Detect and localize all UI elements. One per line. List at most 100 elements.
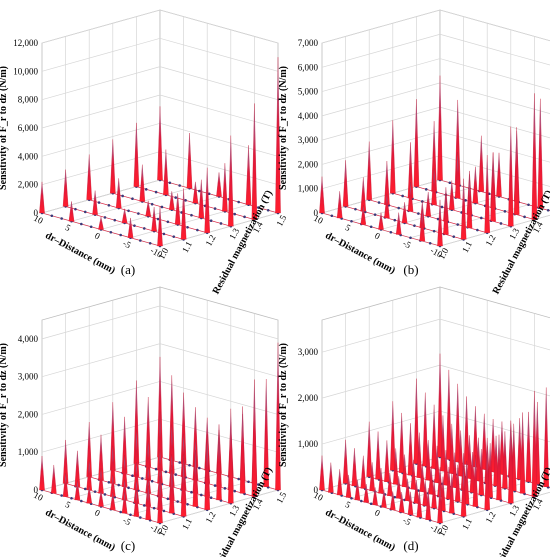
series-row — [390, 120, 514, 228]
x-tick-label: 0 — [93, 507, 102, 518]
series-point — [436, 217, 440, 221]
series-point — [150, 202, 154, 206]
spike — [204, 434, 210, 510]
floor-gridline — [321, 179, 441, 214]
series-point — [70, 496, 73, 500]
z-tick-label: 2,000 — [18, 180, 39, 190]
spike — [531, 93, 538, 220]
series-point — [121, 194, 124, 198]
series-point — [50, 214, 54, 218]
series-point — [142, 504, 146, 507]
y-tick-label: 1.2 — [203, 510, 217, 525]
series-point — [117, 483, 120, 487]
spike — [121, 208, 128, 224]
spike — [484, 155, 490, 233]
spike — [319, 176, 325, 214]
spike — [472, 455, 479, 507]
series-point — [350, 219, 353, 223]
back-left-wall — [321, 286, 441, 491]
spike — [192, 181, 199, 204]
floor-gridline — [439, 491, 550, 524]
y-tick-label: 1.4 — [531, 496, 545, 511]
series-point — [186, 503, 189, 506]
series-point — [156, 217, 160, 221]
spike — [62, 473, 69, 497]
caption-d: (d) — [403, 538, 418, 553]
spike — [431, 404, 437, 469]
series-point — [178, 184, 181, 187]
spike — [381, 489, 387, 508]
z-gridline — [321, 58, 550, 92]
series-point — [409, 236, 412, 240]
z-tick-label: 3,000 — [298, 135, 319, 145]
floor-gridline — [41, 179, 161, 214]
spike — [390, 401, 396, 471]
x-axis-label: dr–Distance (mm) — [43, 507, 117, 553]
caption-b: (b) — [403, 262, 418, 277]
series-row — [157, 57, 281, 215]
series-row — [110, 135, 234, 228]
spike — [336, 469, 343, 496]
series-point — [213, 207, 217, 210]
spike — [454, 464, 461, 502]
series-point — [401, 194, 404, 198]
spike — [342, 439, 349, 484]
z-tick-label: 2,000 — [298, 159, 319, 169]
spike — [228, 408, 234, 504]
spike — [422, 480, 429, 506]
series-point — [166, 497, 170, 501]
spike — [390, 491, 396, 510]
spike — [157, 477, 163, 524]
z-gridline — [321, 318, 550, 353]
spike — [98, 490, 104, 507]
y-tick-label: 1.3 — [227, 503, 241, 518]
series-point — [80, 222, 83, 226]
spike — [169, 191, 175, 210]
spike — [169, 469, 175, 514]
spike — [543, 387, 549, 487]
spike — [366, 421, 372, 477]
series-point — [103, 493, 107, 496]
z-tick-label: 0 — [314, 485, 319, 495]
spike — [440, 415, 446, 472]
spike — [157, 206, 163, 247]
series-point — [119, 233, 122, 237]
z-gridline — [41, 9, 279, 44]
spike — [351, 448, 358, 487]
panel-b: 01,0002,0003,0004,0005,0006,0007,0001050… — [278, 9, 550, 296]
spike — [245, 145, 252, 205]
z-gridline — [321, 33, 550, 68]
spike — [39, 455, 45, 491]
series-point — [247, 480, 250, 484]
series-point — [131, 474, 134, 478]
series-point — [377, 201, 381, 204]
series-point — [209, 496, 213, 500]
spike — [275, 342, 281, 491]
y-tick-label: 1.3 — [507, 226, 521, 241]
series-point — [142, 227, 146, 230]
spike — [398, 492, 405, 513]
series-point — [257, 483, 260, 486]
spike — [531, 390, 538, 497]
z-axis-label: Sensitivity of F_r to dz (N/m) — [278, 343, 289, 467]
spike — [513, 127, 520, 215]
spike — [478, 448, 485, 496]
series-point — [119, 510, 122, 514]
z-tick-label: 7,000 — [298, 38, 319, 48]
spike — [454, 383, 461, 463]
z-tick-label: 3,000 — [298, 347, 319, 357]
spike — [457, 430, 464, 477]
series-row — [62, 169, 187, 241]
series-row — [39, 181, 163, 248]
y-tick-label: 1.3 — [227, 226, 241, 241]
series-row — [413, 93, 538, 221]
y-tick-label: 1.3 — [507, 503, 521, 518]
z-tick-label: 8,000 — [18, 95, 39, 105]
spike — [401, 454, 408, 487]
series-point — [164, 470, 168, 474]
spike — [490, 153, 496, 222]
series-point — [369, 502, 373, 506]
series-point — [417, 212, 420, 215]
